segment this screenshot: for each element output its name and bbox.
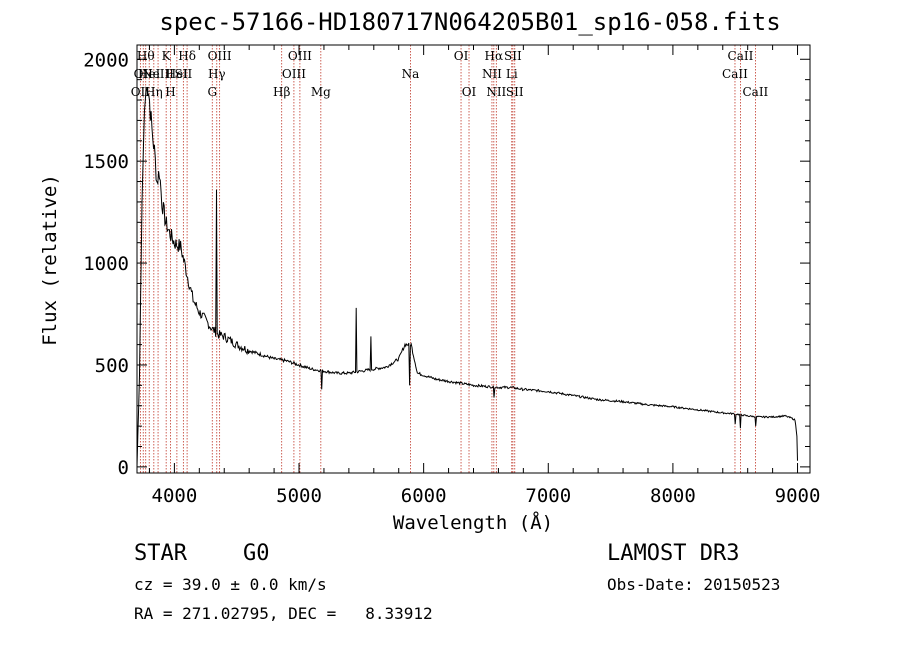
spectrum-line: [136, 86, 798, 467]
line-label-3: HeI: [138, 67, 161, 81]
spectral-line-markers: [139, 45, 756, 473]
line-label-18: Na: [402, 67, 420, 81]
line-label-1: OII: [134, 67, 154, 81]
line-label-27: CaII: [722, 67, 748, 81]
x-tick-label-2: 6000: [401, 485, 447, 507]
line-label-15: OIII: [282, 67, 306, 81]
chart-title: spec-57166-HD180717N064205B01_sp16-058.f…: [159, 8, 781, 36]
object-subclass: G0: [243, 541, 270, 566]
y-tick-label-3: 1500: [83, 151, 129, 173]
line-label-2: Hθ: [137, 49, 155, 63]
line-label-21: NII: [482, 67, 502, 81]
survey-name: LAMOST DR3: [607, 541, 740, 566]
spectral-line-labels: OIIOIIHθHeIHηNeIIIKHHeISIIHδGHγOIIIHβOII…: [131, 49, 769, 99]
obs-date: Obs-Date: 20150523: [607, 575, 781, 594]
line-label-29: CaII: [742, 85, 768, 99]
line-label-24: Li: [506, 67, 518, 81]
object-class: STAR: [134, 541, 187, 566]
x-tick-label-4: 8000: [650, 485, 696, 507]
y-tick-label-2: 1000: [83, 253, 129, 275]
line-label-13: OIII: [208, 49, 232, 63]
x-tick-label-3: 7000: [525, 485, 571, 507]
line-label-7: H: [165, 85, 175, 99]
x-tick-label-0: 4000: [152, 485, 198, 507]
line-label-9: SII: [175, 67, 193, 81]
line-label-26: SII: [506, 85, 524, 99]
line-label-6: K: [162, 49, 172, 63]
line-label-25: SII: [504, 49, 522, 63]
plot-frame: [136, 44, 811, 474]
y-tick-label-1: 500: [95, 355, 129, 377]
y-tick-label-0: 0: [118, 457, 129, 479]
axis-ticks: 4000 5000 6000 7000 8000 9000 0 500 1000 1500 2000: [83, 45, 820, 507]
line-label-11: G: [207, 85, 217, 99]
line-label-23: NII: [486, 85, 506, 99]
line-label-19: OI: [454, 49, 469, 63]
line-label-14: Hβ: [273, 85, 290, 99]
line-label-20: OI: [462, 85, 477, 99]
y-axis-label: Flux (relative): [39, 174, 61, 346]
line-label-17: Mg: [311, 85, 331, 99]
coordinates-readout: RA = 271.02795, DEC = 8.33912: [134, 604, 433, 623]
line-label-28: CaII: [728, 49, 754, 63]
line-label-22: Hα: [485, 49, 504, 63]
redshift-readout: cz = 39.0 ± 0.0 km/s: [134, 575, 327, 594]
line-label-12: Hγ: [208, 67, 226, 81]
line-label-10: Hδ: [178, 49, 196, 63]
line-label-5: NeIII: [142, 67, 174, 81]
x-tick-label-5: 9000: [775, 485, 821, 507]
line-label-8: HeI: [166, 67, 189, 81]
line-label-4: Hη: [145, 85, 163, 99]
x-tick-label-1: 5000: [276, 485, 322, 507]
x-axis-label: Wavelength (Å): [393, 511, 553, 534]
line-label-16: OIII: [288, 49, 312, 63]
spectrum-series: [136, 86, 798, 467]
y-tick-label-4: 2000: [83, 49, 129, 71]
